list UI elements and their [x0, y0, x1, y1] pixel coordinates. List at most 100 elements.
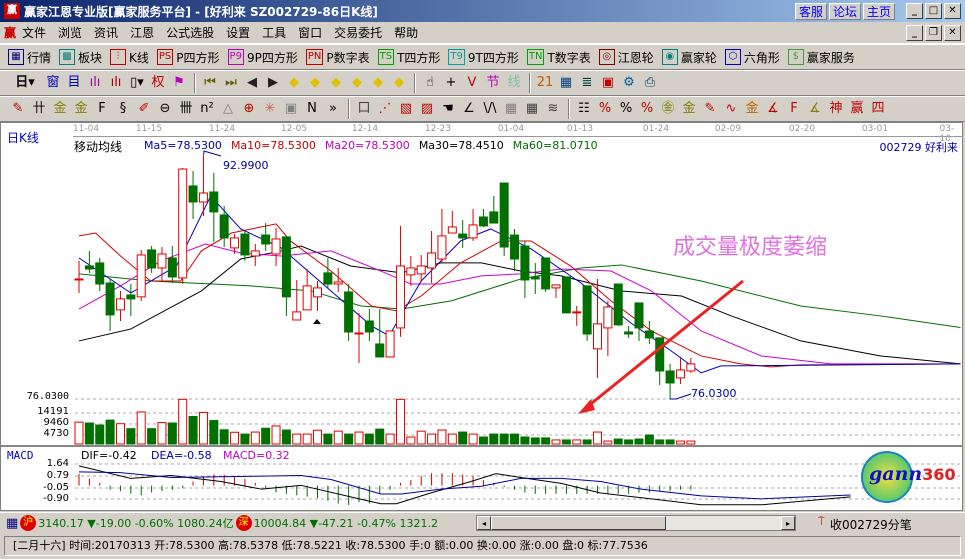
pen-icon[interactable]: ✎ — [12, 101, 24, 116]
hand-icon[interactable]: ☝ — [426, 75, 434, 90]
menu-formula[interactable]: 公式选股 — [166, 26, 215, 40]
star-icon[interactable]: ✳ — [264, 101, 276, 116]
zoom-h-icon[interactable]: ◆ — [331, 75, 341, 90]
menu-tools[interactable]: 工具 — [262, 26, 287, 40]
percent-red-icon[interactable]: % — [598, 101, 612, 116]
gold-lines-icon[interactable]: 金 — [682, 101, 696, 116]
left-icon[interactable]: ◀ — [247, 75, 257, 90]
menu-settings[interactable]: 设置 — [226, 26, 251, 40]
line-tool-icon[interactable]: ᐯ — [467, 75, 477, 90]
sine-icon[interactable]: ∿ — [725, 101, 737, 116]
homepage-link[interactable]: 主页 — [862, 3, 895, 20]
frame-icon[interactable]: 口 — [357, 101, 371, 116]
cycle-icon[interactable]: 线 — [507, 75, 521, 90]
gold-line-2-icon[interactable]: 金 — [74, 101, 88, 116]
hand-tool-icon[interactable]: ☚ — [442, 101, 454, 116]
doc-close-button[interactable]: ✕ — [944, 25, 961, 41]
calculator-icon[interactable]: ▦ — [6, 515, 19, 531]
gold-bar-icon[interactable]: 金 — [745, 101, 759, 116]
toolbar-button-pn[interactable]: PN P数字表 — [305, 49, 370, 66]
save-icon[interactable]: ▣ — [601, 75, 615, 90]
percent-icon[interactable]: % — [619, 101, 633, 116]
angle-gold-icon[interactable]: ∡ — [809, 101, 821, 116]
toolbar-button-tn[interactable]: TN T数字表 — [526, 49, 591, 66]
wave-icon[interactable]: N — [307, 101, 317, 116]
grid-icon[interactable]: ▦ — [504, 101, 518, 116]
maximize-button[interactable]: □ — [925, 3, 942, 19]
scroll-right-button[interactable]: ▸ — [781, 516, 795, 530]
circle-icon[interactable]: ⊖ — [159, 101, 171, 116]
toolbar-button-sector[interactable]: ▩ 板块 — [59, 49, 102, 66]
toolbar-button-winner-wheel[interactable]: ◉ 赢家轮 — [661, 49, 717, 66]
toolbar-button-p9[interactable]: P9 9P四方形 — [227, 49, 298, 66]
menu-browse[interactable]: 浏览 — [58, 26, 83, 40]
restore-right-icon[interactable]: 权 — [151, 75, 165, 90]
box-icon[interactable]: ▣ — [284, 101, 298, 116]
menu-window[interactable]: 窗口 — [298, 26, 323, 40]
toolbar-button-t9[interactable]: T9 9T四方形 — [448, 49, 519, 66]
toolbar-button-service[interactable]: $ 赢家服务 — [787, 49, 855, 66]
tick-detail-button[interactable]: 收002729分笔 — [830, 518, 912, 532]
first-icon[interactable]: ⏮ — [204, 75, 216, 90]
grid-lines-icon[interactable]: 卄 — [32, 101, 46, 116]
gold-line-icon[interactable]: 金 — [53, 101, 67, 116]
menu-news[interactable]: 资讯 — [94, 26, 119, 40]
more-icon[interactable]: » — [329, 101, 337, 116]
scroll-thumb[interactable] — [491, 516, 666, 530]
calendar-icon[interactable]: 21 — [536, 75, 554, 90]
angle-j-icon[interactable]: ∡ — [767, 101, 779, 116]
angle-four-icon[interactable]: 四 — [871, 101, 885, 116]
horizontal-scrollbar[interactable]: ◂ ▸ — [476, 515, 796, 531]
menu-file[interactable]: 文件 — [22, 26, 47, 40]
toolbar-button-ts[interactable]: TS T四方形 — [377, 49, 440, 66]
move-left-icon[interactable]: ◆ — [289, 75, 299, 90]
scroll-left-button[interactable]: ◂ — [477, 516, 491, 530]
fibonacci-icon[interactable]: F — [98, 101, 106, 116]
hatch-icon[interactable]: ≋ — [547, 101, 559, 116]
menu-help[interactable]: 帮助 — [394, 26, 419, 40]
n2-icon[interactable]: n² — [200, 101, 214, 116]
section-icon[interactable]: 节 — [486, 75, 500, 90]
indicator-9-icon[interactable]: ılı — [110, 75, 122, 90]
angle-icon[interactable]: ∠ — [463, 101, 475, 116]
flag-icon[interactable]: ⚑ — [173, 75, 185, 90]
brush-icon[interactable]: ✎ — [704, 101, 716, 116]
gold-circle-icon[interactable]: ㊎ — [661, 101, 675, 116]
indicator-3-icon[interactable]: ılı — [89, 75, 101, 90]
last-icon[interactable]: ⏭ — [225, 75, 237, 90]
customer-service-link[interactable]: 客服 — [794, 3, 827, 20]
triangle-icon[interactable]: △ — [223, 101, 233, 116]
chart-type-icon[interactable]: 窗 — [46, 75, 60, 90]
shanghai-index[interactable]: 3140.17 — [38, 516, 84, 530]
candle-dropdown-icon[interactable]: ▯▾ — [130, 75, 144, 90]
minimize-button[interactable]: _ — [906, 3, 923, 19]
calculator-icon[interactable]: ▦ — [559, 75, 573, 90]
toolbar-button-hexagon[interactable]: ⬡ 六角形 — [724, 49, 780, 66]
report-icon[interactable]: ≣ — [581, 75, 593, 90]
percent-lines-icon[interactable]: % — [640, 101, 654, 116]
toolbar-button-quote-table[interactable]: ▦ 行情 — [8, 49, 51, 66]
crosshair-icon[interactable]: + — [445, 75, 457, 90]
kline-chart[interactable]: 11-04 11-15 11-24 12-05 12-14 12-23 01-04 01-13… — [0, 122, 963, 511]
target-icon[interactable]: ⊕ — [243, 101, 255, 116]
forum-link[interactable]: 论坛 — [828, 3, 861, 20]
network-icon[interactable]: ⚙ — [623, 75, 635, 90]
angle-god-icon[interactable]: 神 — [829, 101, 843, 116]
move-right-icon[interactable]: ◆ — [310, 75, 320, 90]
parallel-icon[interactable]: 卌 — [179, 101, 193, 116]
toolbar-button-kline[interactable]: ⫶ K线 — [110, 49, 149, 66]
doc-minimize-button[interactable]: _ — [906, 25, 923, 41]
angle-f-icon[interactable]: F — [790, 101, 798, 116]
table-icon[interactable]: ☷ — [578, 101, 590, 116]
period-dropdown[interactable]: 日▾ — [15, 75, 35, 90]
doc-restore-button[interactable]: ❐ — [925, 25, 942, 41]
shenzhen-index[interactable]: 10004.84 — [253, 516, 307, 530]
grid-2-icon[interactable]: ▦ — [525, 101, 539, 116]
expand-icon[interactable]: ◆ — [373, 75, 383, 90]
menu-trade[interactable]: 交易委托 — [334, 26, 383, 40]
shrink-h-icon[interactable]: ◆ — [352, 75, 362, 90]
notes-icon[interactable]: 目 — [67, 75, 81, 90]
print-icon[interactable]: ⎙ — [644, 75, 656, 90]
angle-win-icon[interactable]: 赢 — [850, 101, 864, 116]
close-button[interactable]: ✕ — [944, 3, 961, 19]
